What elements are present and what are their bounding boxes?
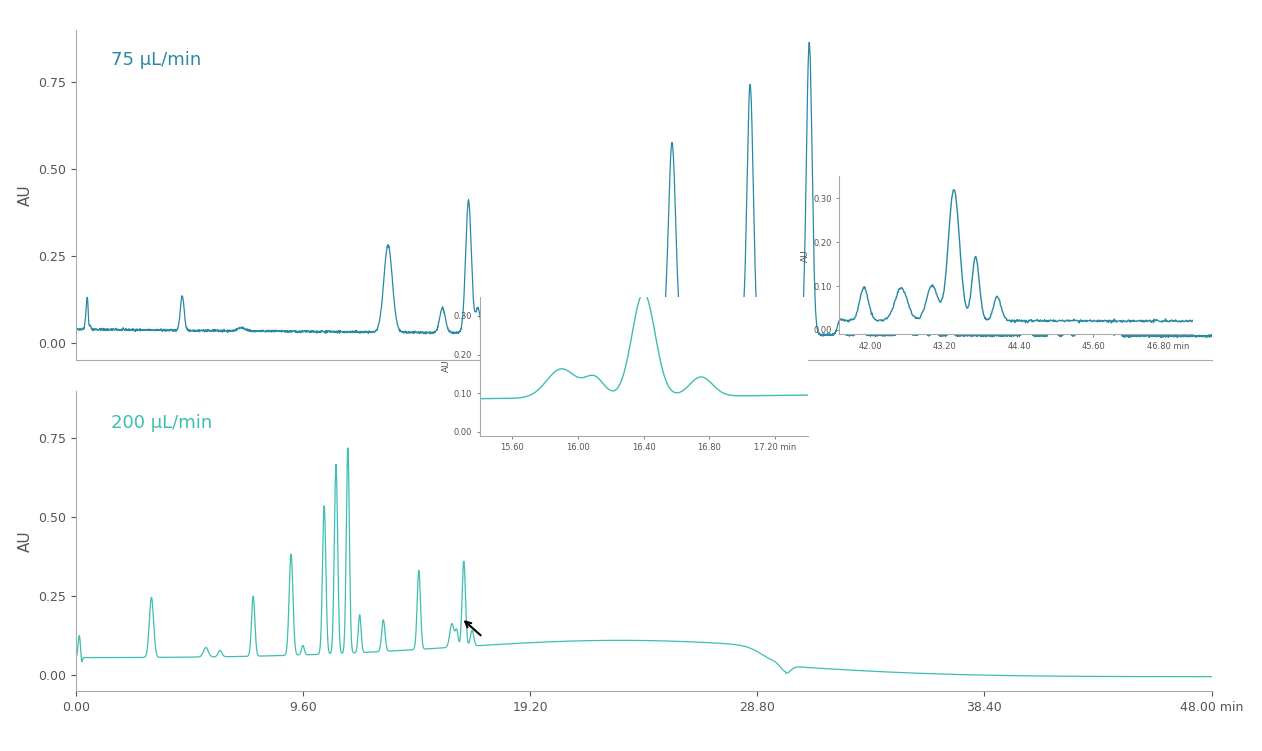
- Y-axis label: AU: AU: [801, 249, 810, 261]
- Text: 200 μL/min: 200 μL/min: [111, 415, 212, 433]
- Y-axis label: AU: AU: [18, 530, 33, 551]
- Y-axis label: AU: AU: [442, 360, 451, 372]
- Text: 75 μL/min: 75 μL/min: [111, 51, 202, 69]
- Y-axis label: AU: AU: [18, 185, 33, 206]
